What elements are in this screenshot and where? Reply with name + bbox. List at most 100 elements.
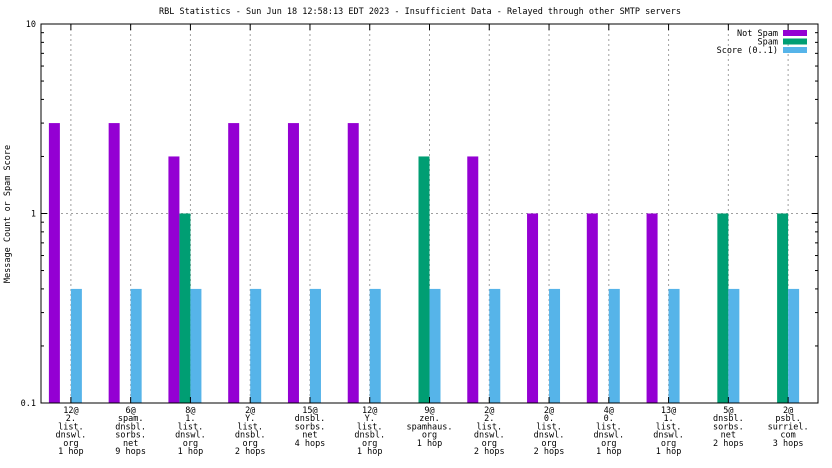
x-tick-label: list. [357,422,383,432]
x-tick-label: dnsbl. [713,414,744,424]
x-tick-label: 2@ [783,406,793,416]
x-tick-label: 2@ [484,406,494,416]
chart-title: RBL Statistics - Sun Jun 18 12:58:13 EDT… [159,7,681,17]
x-tick-label: 0. [544,414,554,424]
x-tick-label: dnswl. [56,431,87,441]
bar-score-0-1 [130,288,142,403]
x-tick-label: net [123,439,138,449]
x-tick-label: 2 hops [713,439,744,449]
x-tick-label: org [541,439,556,449]
x-tick-label: 4 hops [295,439,326,449]
x-tick-label: surriel. [768,422,809,432]
x-tick-label: 1 hop [656,447,682,457]
x-tick-label: dnsbl. [295,414,326,424]
x-tick-label: dnsbl. [235,431,266,441]
x-tick-label: net [302,431,317,441]
y-tick-label: 0.1 [21,399,36,409]
legend-label: Spam [758,38,778,48]
x-tick-label: 2. [66,414,76,424]
x-tick-label: 1 hop [178,447,204,457]
bar-score-0-1 [788,288,800,403]
x-tick-label: 12@ [362,406,377,416]
x-tick-label: com [780,431,795,441]
x-tick-label: 12@ [63,406,78,416]
x-tick-label: dnsbl. [115,422,146,432]
bar-score-0-1 [369,288,381,403]
bar-not-spam [347,123,359,404]
x-tick-label: 2@ [544,406,554,416]
y-axis-label: Message Count or Spam Score [3,145,13,283]
bar-not-spam [228,123,240,404]
bar-spam [777,213,789,403]
x-tick-label: 1. [185,414,195,424]
x-tick-label: list. [476,422,502,432]
y-axis-ticks: 0.1 1 10 [21,20,818,409]
x-tick-label: spam. [118,414,144,424]
x-tick-label: 9@ [424,406,434,416]
x-tick-label: dnswl. [474,431,505,441]
bar-not-spam [467,156,479,403]
bar-score-0-1 [309,288,321,403]
x-tick-label: 2 hops [474,447,505,457]
x-tick-label: spamhaus. [406,422,452,432]
legend-label: Score (0..1) [717,46,778,56]
x-tick-label: org [422,431,437,441]
y-tick-label: 1 [31,210,36,220]
x-tick-label: list. [596,422,622,432]
x-tick-label: Y. [245,414,255,424]
x-tick-label: list. [656,422,682,432]
x-tick-label: psbl. [775,414,801,424]
bar-spam [179,213,191,403]
legend-swatch [783,38,807,45]
x-tick-label: list. [178,422,204,432]
x-tick-label: list. [58,422,84,432]
x-tick-label: sorbs. [115,431,146,441]
x-tick-label: net [721,431,736,441]
bar-not-spam [586,213,598,403]
x-tick-label: 6@ [126,406,136,416]
x-tick-label: 1. [663,414,673,424]
x-tick-label: 1 hop [417,439,443,449]
x-tick-label: 1 hop [58,447,84,457]
x-tick-label: 0. [604,414,614,424]
x-tick-label: org [362,439,377,449]
x-tick-label: org [63,439,78,449]
bar-score-0-1 [608,288,620,403]
x-tick-label: 4@ [604,406,614,416]
legend-swatch [783,30,807,36]
x-tick-label: 8@ [185,406,195,416]
bar-score-0-1 [190,288,202,403]
x-tick-label: 2 hops [534,447,565,457]
x-tick-label: 1 hop [596,447,622,457]
x-tick-label: zen. [419,414,439,424]
x-tick-label: 9 hops [115,447,146,457]
x-tick-label: 3 hops [773,439,804,449]
bars [48,123,800,404]
bar-score-0-1 [549,288,561,403]
x-tick-label: 2@ [245,406,255,416]
x-tick-label: dnsbl. [354,431,385,441]
x-tick-label: dnswl. [534,431,565,441]
bar-score-0-1 [250,288,262,403]
x-tick-label: 5@ [723,406,733,416]
x-tick-label: org [661,439,676,449]
bar-score-0-1 [728,288,740,403]
x-tick-label: list. [536,422,562,432]
bar-not-spam [527,213,539,403]
bar-not-spam [48,123,60,404]
x-tick-label: 2 hops [235,447,266,457]
bar-not-spam [287,123,299,404]
x-tick-label: 15@ [302,406,317,416]
x-tick-label: org [243,439,258,449]
x-tick-label: org [601,439,616,449]
bar-score-0-1 [668,288,680,403]
bar-spam [717,213,729,403]
x-tick-label: 1 hop [357,447,383,457]
x-tick-label: sorbs. [295,422,326,432]
bar-spam [418,156,430,403]
bar-not-spam [168,156,180,403]
x-tick-label: sorbs. [713,422,744,432]
